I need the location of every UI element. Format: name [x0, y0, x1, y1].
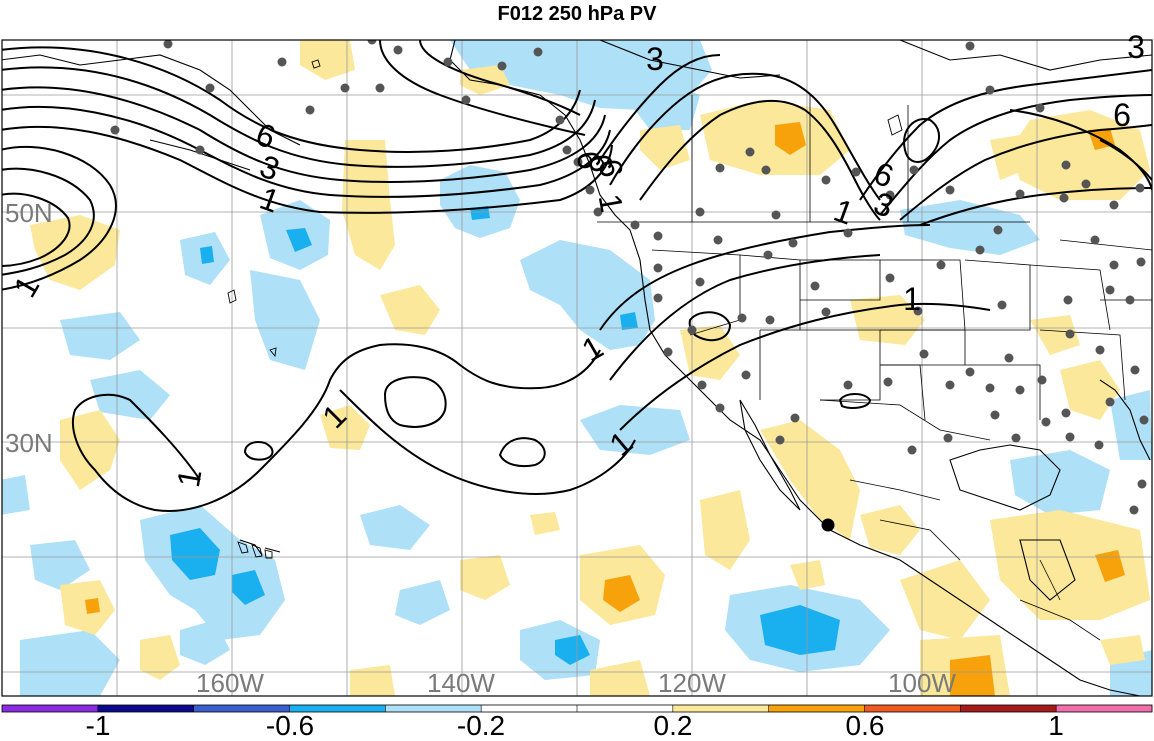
contour-label: 6: [570, 148, 609, 172]
colorbar-label: -0.6: [265, 710, 315, 741]
pv-contours: [2, 40, 1152, 512]
lat-label-50n: 50N: [5, 198, 53, 228]
colorbar-swatch: [577, 705, 674, 712]
lon-label-160w: 160W: [196, 668, 264, 698]
colorbar-label: 0.6: [845, 710, 885, 741]
colorbar-label: -1: [85, 710, 111, 741]
contour-label: 1: [592, 191, 631, 215]
colorbar-label: -0.2: [456, 710, 506, 741]
negative-anomaly-medium: [170, 206, 840, 665]
map-title: F012 250 hPa PV: [497, 3, 657, 25]
marker-dot: [821, 518, 835, 532]
pv-map: 50N 30N 160W 140W 120W 100W 6 3 1 1 3 6 …: [1, 29, 1153, 698]
contour-label: 6: [592, 156, 631, 180]
contour-label: 3: [1127, 29, 1145, 65]
latitude-labels: 50N 30N: [5, 198, 53, 458]
contour-label: 6: [1113, 97, 1131, 133]
lat-label-30n: 30N: [5, 428, 53, 458]
coastlines: [2, 40, 1152, 696]
colorbar-swatch: [481, 705, 578, 712]
colorbar-swatch: [2, 705, 99, 712]
longitude-labels: 160W 140W 120W 100W: [196, 668, 956, 698]
lon-label-100w: 100W: [888, 668, 956, 698]
lat-lon-grid: [2, 40, 1152, 696]
contour-label: 1: [6, 270, 46, 303]
contour-label: 6: [582, 151, 621, 175]
lon-label-120w: 120W: [658, 668, 726, 698]
colorbar-swatch: [960, 705, 1057, 712]
islands: [227, 59, 903, 559]
map-frame: [1, 39, 1153, 697]
positive-anomaly-medium: [85, 122, 1125, 696]
colorbar-swatch: [672, 705, 770, 712]
contour-label: 1: [170, 466, 209, 490]
station-dots: [110, 40, 1149, 515]
colorbar-swatch: [1056, 705, 1153, 712]
colorbar-swatches: [2, 705, 1153, 712]
colorbar-swatch: [768, 705, 865, 712]
contour-label: 1: [903, 281, 921, 317]
colorbar-swatch: [97, 705, 195, 712]
political-boundaries: [597, 95, 1152, 641]
positive-anomaly-light: [30, 40, 1150, 696]
lon-label-140w: 140W: [427, 668, 495, 698]
contour-label: 3: [646, 41, 664, 77]
colorbar-swatch: [864, 705, 961, 712]
colorbar-swatch: [289, 705, 386, 712]
colorbar-label: 1: [1048, 710, 1064, 741]
colorbar-outline: [1, 704, 1153, 713]
colorbar-label: 0.2: [653, 710, 693, 741]
colorbar-swatch: [193, 705, 290, 712]
colorbar: [1, 704, 1153, 713]
colorbar-swatch: [385, 705, 482, 712]
